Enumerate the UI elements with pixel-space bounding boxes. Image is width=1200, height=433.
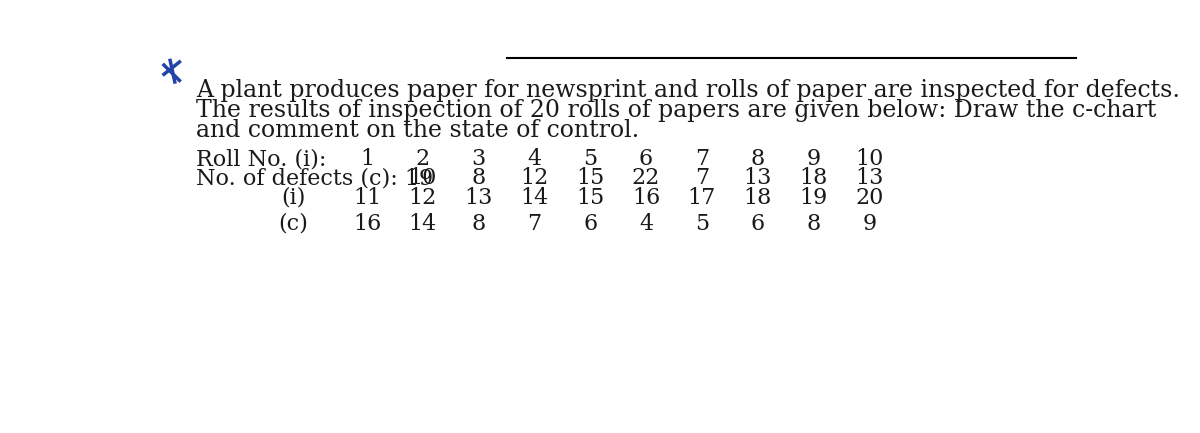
Text: 7: 7 — [527, 213, 541, 235]
Text: 15: 15 — [576, 187, 605, 209]
Text: 15: 15 — [576, 168, 605, 190]
Text: 8: 8 — [472, 168, 486, 190]
Text: 22: 22 — [632, 168, 660, 190]
Text: 8: 8 — [472, 213, 486, 235]
Text: Roll No. (i):: Roll No. (i): — [197, 148, 326, 170]
Text: and comment on the state of control.: and comment on the state of control. — [197, 119, 640, 142]
Text: The results of inspection of 20 rolls of papers are given below: Draw the c-char: The results of inspection of 20 rolls of… — [197, 99, 1157, 122]
Text: 20: 20 — [856, 187, 883, 209]
Text: 17: 17 — [688, 187, 716, 209]
Text: 12: 12 — [521, 168, 548, 190]
Text: 12: 12 — [409, 187, 437, 209]
Text: 16: 16 — [353, 213, 382, 235]
Text: 6: 6 — [638, 148, 653, 170]
Text: 2: 2 — [415, 148, 430, 170]
Text: (c): (c) — [278, 213, 308, 235]
Text: 7: 7 — [695, 148, 709, 170]
Text: 14: 14 — [521, 187, 548, 209]
Text: 3: 3 — [472, 148, 486, 170]
Text: 19: 19 — [799, 187, 828, 209]
Text: 13: 13 — [856, 168, 883, 190]
Text: 10: 10 — [409, 168, 437, 190]
Text: 9: 9 — [862, 213, 876, 235]
Text: 7: 7 — [695, 168, 709, 190]
Text: (i): (i) — [281, 187, 306, 209]
Text: 6: 6 — [583, 213, 598, 235]
Text: 5: 5 — [695, 213, 709, 235]
Text: A plant produces paper for newsprint and rolls of paper are inspected for defect: A plant produces paper for newsprint and… — [197, 79, 1181, 102]
Text: 8: 8 — [750, 148, 764, 170]
Text: 8: 8 — [806, 213, 821, 235]
Text: 6: 6 — [750, 213, 764, 235]
Text: 5: 5 — [583, 148, 598, 170]
Text: 14: 14 — [409, 213, 437, 235]
Text: 1: 1 — [360, 148, 374, 170]
Text: 9: 9 — [806, 148, 821, 170]
Text: 4: 4 — [527, 148, 541, 170]
Text: 18: 18 — [799, 168, 828, 190]
Text: 4: 4 — [638, 213, 653, 235]
Text: 18: 18 — [744, 187, 772, 209]
Text: 10: 10 — [856, 148, 883, 170]
Text: 13: 13 — [464, 187, 493, 209]
Text: 13: 13 — [744, 168, 772, 190]
Text: No. of defects (c): 19: No. of defects (c): 19 — [197, 168, 433, 190]
Text: 16: 16 — [632, 187, 660, 209]
Text: 11: 11 — [353, 187, 382, 209]
